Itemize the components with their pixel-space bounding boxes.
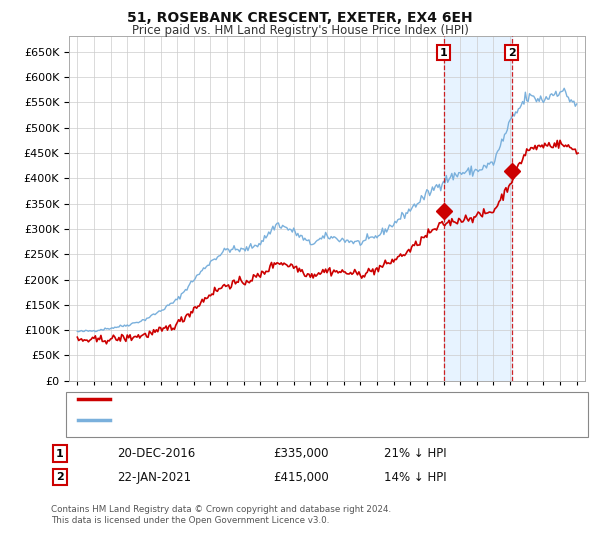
- Text: 21% ↓ HPI: 21% ↓ HPI: [384, 447, 446, 460]
- Text: 14% ↓ HPI: 14% ↓ HPI: [384, 470, 446, 484]
- Text: 51, ROSEBANK CRESCENT, EXETER, EX4 6EH (detached house): 51, ROSEBANK CRESCENT, EXETER, EX4 6EH (…: [117, 394, 463, 404]
- Text: 20-DEC-2016: 20-DEC-2016: [117, 447, 195, 460]
- Text: £415,000: £415,000: [273, 470, 329, 484]
- Text: 22-JAN-2021: 22-JAN-2021: [117, 470, 191, 484]
- Text: Contains HM Land Registry data © Crown copyright and database right 2024.
This d: Contains HM Land Registry data © Crown c…: [51, 505, 391, 525]
- Text: Price paid vs. HM Land Registry's House Price Index (HPI): Price paid vs. HM Land Registry's House …: [131, 24, 469, 36]
- Text: HPI: Average price, detached house, Exeter: HPI: Average price, detached house, Exet…: [117, 415, 355, 425]
- Text: £335,000: £335,000: [273, 447, 329, 460]
- Text: 1: 1: [56, 449, 64, 459]
- Text: 1: 1: [440, 48, 448, 58]
- Bar: [443, 36, 512, 381]
- Text: 2: 2: [56, 472, 64, 482]
- Text: 2: 2: [508, 48, 515, 58]
- Text: 51, ROSEBANK CRESCENT, EXETER, EX4 6EH: 51, ROSEBANK CRESCENT, EXETER, EX4 6EH: [127, 11, 473, 25]
